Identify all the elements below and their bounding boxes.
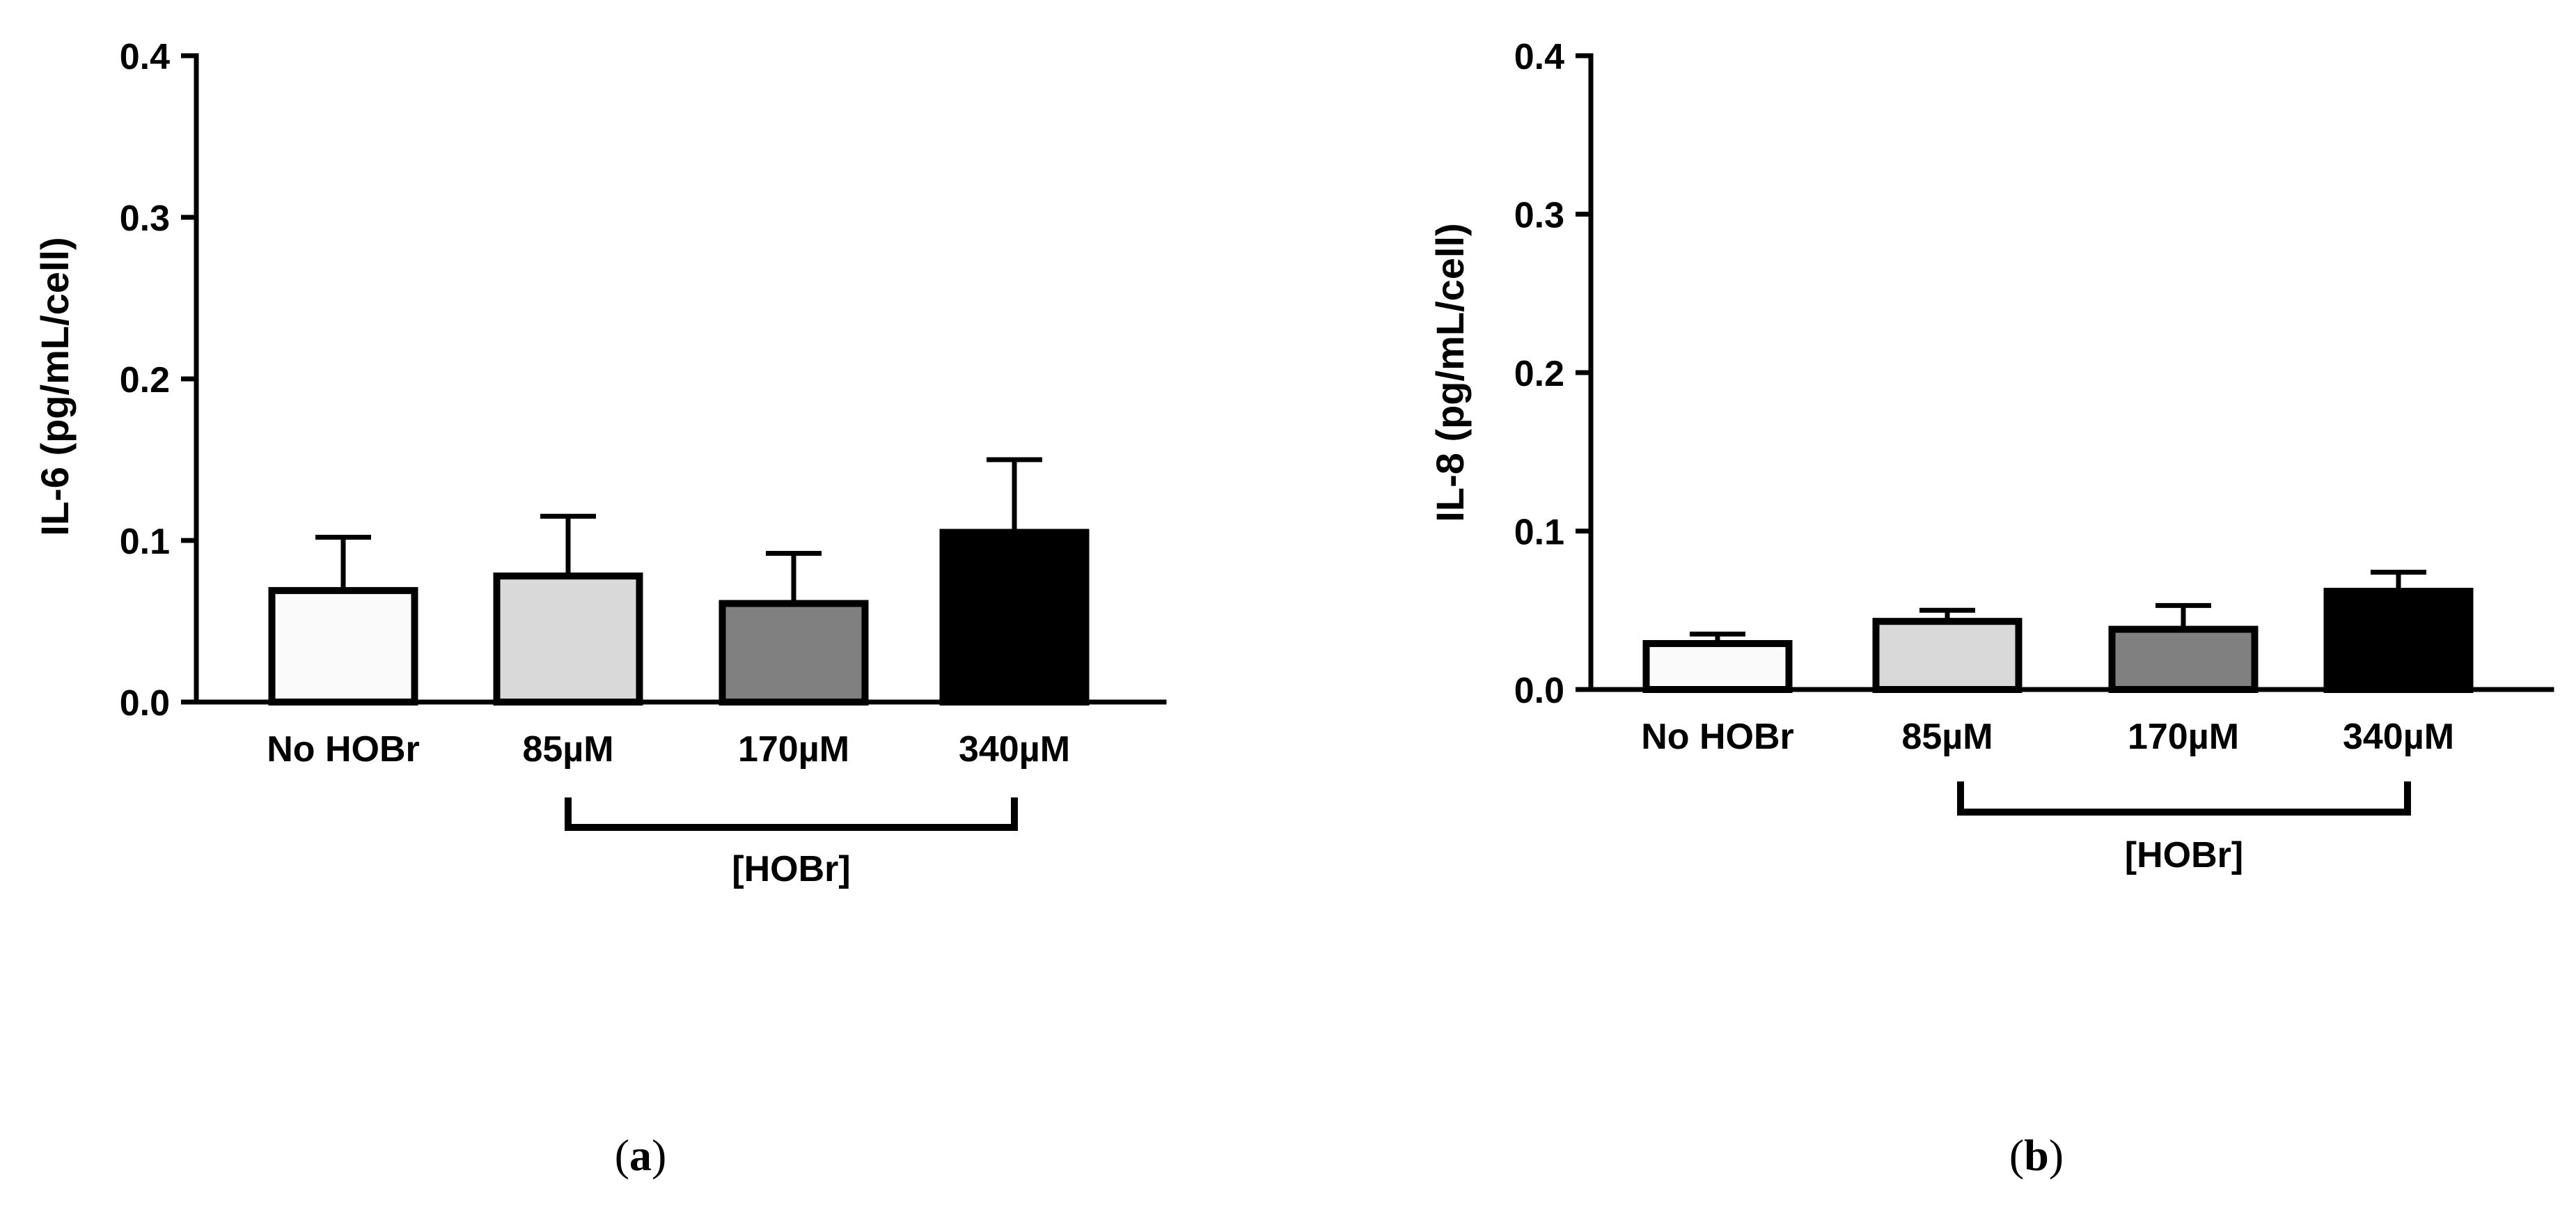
panel-label: (b) <box>2009 1130 2064 1180</box>
category-label: No HOBr <box>1641 717 1794 757</box>
category-label: 85µM <box>1901 717 1993 757</box>
y-ticks: 0.0 0.1 0.2 0.3 0.4 <box>1514 37 1591 711</box>
bar <box>2108 625 2259 693</box>
category-label: No HOBr <box>267 729 420 770</box>
error-bar <box>987 457 1042 533</box>
panel-label: (a) <box>615 1130 667 1180</box>
group-label: [HOBr] <box>2125 835 2243 875</box>
axes <box>194 53 1167 705</box>
bars <box>268 529 1090 706</box>
bar <box>2323 587 2474 694</box>
bar <box>1872 618 2023 693</box>
bar <box>718 600 869 706</box>
error-bar <box>2371 570 2426 591</box>
bar <box>268 586 418 706</box>
category-labels: No HOBr 85µM 170µM 340µM <box>1641 717 2454 757</box>
category-labels: No HOBr 85µM 170µM 340µM <box>267 729 1070 770</box>
y-tick-label: 0.4 <box>1514 37 1564 77</box>
y-tick-label: 0.1 <box>120 522 170 562</box>
panel-paren-close: ) <box>2049 1130 2064 1180</box>
category-label: 340µM <box>959 729 1070 770</box>
panel-letter: a <box>629 1130 652 1180</box>
error-bar <box>1690 631 1745 644</box>
y-axis-label: IL-6 (pg/mL/cell) <box>33 237 77 536</box>
y-tick-label: 0.0 <box>120 683 170 724</box>
y-tick-label: 0.3 <box>1514 196 1564 236</box>
group-label: [HOBr] <box>732 849 850 889</box>
chart-il8: IL-8 (pg/mL/cell) 0.0 0.1 0.2 0.3 0.4 No HOB… <box>1428 37 2554 1180</box>
bar <box>493 572 643 706</box>
error-bars <box>315 457 1042 604</box>
panel-letter: b <box>2024 1130 2049 1180</box>
error-bar <box>540 513 596 577</box>
y-ticks: 0.0 0.1 0.2 0.3 0.4 <box>120 37 196 724</box>
y-tick-label: 0.1 <box>1514 513 1564 553</box>
y-tick-label: 0.3 <box>120 198 170 239</box>
bars <box>1642 587 2474 694</box>
category-label: 85µM <box>522 729 613 770</box>
panel-paren-open: ( <box>615 1130 629 1180</box>
y-tick-label: 0.2 <box>1514 354 1564 394</box>
category-label: 170µM <box>2128 717 2239 757</box>
y-axis-label: IL-8 (pg/mL/cell) <box>1428 223 1472 522</box>
category-label: 340µM <box>2343 717 2454 757</box>
hobr-bracket <box>1957 781 2411 816</box>
error-bar <box>766 551 822 604</box>
error-bars <box>1690 570 2426 644</box>
chart-il6: IL-6 (pg/mL/cell) 0.0 0.1 0.2 0.3 0.4 No HOB… <box>33 37 1167 1180</box>
bar <box>1642 640 1793 694</box>
y-tick-label: 0.0 <box>1514 671 1564 711</box>
error-bar <box>1919 607 1975 622</box>
panel-paren-open: ( <box>2009 1130 2024 1180</box>
error-bar <box>2155 602 2211 630</box>
error-bar <box>315 534 371 591</box>
panel-paren-close: ) <box>652 1130 666 1180</box>
y-tick-label: 0.2 <box>120 360 170 400</box>
bar <box>939 529 1090 706</box>
y-tick-label: 0.4 <box>120 37 170 77</box>
hobr-bracket <box>565 797 1018 831</box>
axes <box>1588 53 2554 692</box>
category-label: 170µM <box>738 729 849 770</box>
